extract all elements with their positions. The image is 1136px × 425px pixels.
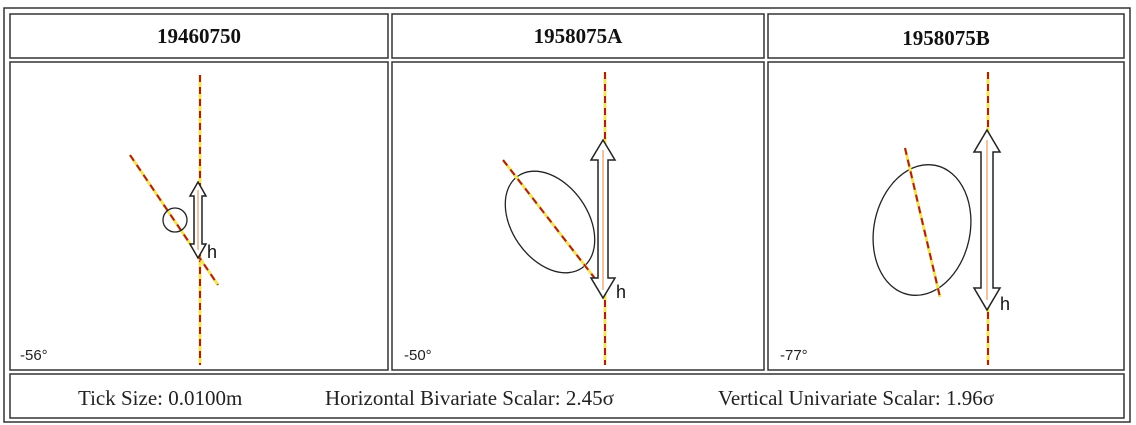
panel-2-drawing	[501, 72, 617, 365]
panel	[391, 61, 765, 371]
angle-label: -50°	[404, 347, 432, 364]
height-label: h	[616, 282, 626, 302]
footer-cell	[9, 373, 1125, 419]
panel	[9, 61, 389, 371]
height-label: h	[1000, 294, 1010, 314]
header-cell	[767, 13, 1125, 59]
height-label: h	[207, 242, 217, 262]
outer-border	[3, 7, 1131, 423]
header-cell	[391, 13, 765, 59]
vertical-scalar: Vertical Univariate Scalar: 1.96σ	[718, 386, 994, 410]
panel-3-drawing	[872, 72, 1002, 365]
panel-title: 1958075A	[534, 24, 624, 48]
panel-1-drawing	[128, 75, 220, 365]
panel-title: 19460750	[157, 24, 241, 48]
horizontal-scalar: Horizontal Bivariate Scalar: 2.45σ	[325, 386, 614, 410]
tick-size: Tick Size: 0.0100m	[78, 386, 242, 410]
panel	[767, 61, 1125, 371]
angle-label: -56°	[20, 347, 48, 364]
panel-title: 1958075B	[902, 26, 990, 50]
angle-label: -77°	[780, 347, 808, 364]
header-cell	[9, 13, 389, 59]
